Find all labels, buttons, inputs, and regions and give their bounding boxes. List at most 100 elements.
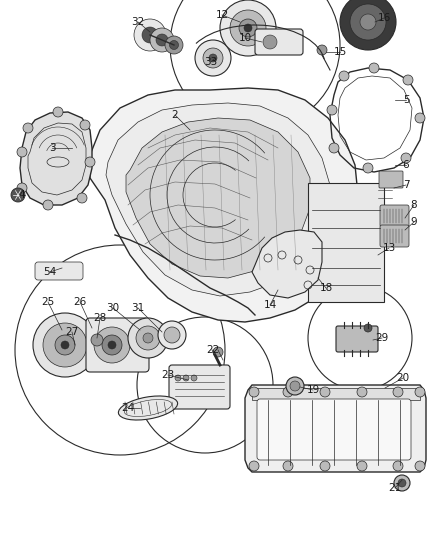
FancyBboxPatch shape <box>35 262 83 280</box>
Circle shape <box>209 54 217 62</box>
Circle shape <box>249 387 259 397</box>
Circle shape <box>108 341 116 349</box>
Text: 20: 20 <box>396 373 410 383</box>
Text: 16: 16 <box>378 13 391 23</box>
Circle shape <box>53 107 63 117</box>
Circle shape <box>239 19 257 37</box>
Text: 18: 18 <box>319 283 332 293</box>
Circle shape <box>158 321 186 349</box>
Text: 13: 13 <box>382 243 396 253</box>
Circle shape <box>55 335 75 355</box>
Circle shape <box>43 323 87 367</box>
Circle shape <box>220 0 276 56</box>
Circle shape <box>320 387 330 397</box>
Circle shape <box>317 45 327 55</box>
Circle shape <box>61 341 69 349</box>
Circle shape <box>393 461 403 471</box>
Circle shape <box>244 24 252 32</box>
Circle shape <box>401 153 411 163</box>
Text: 6: 6 <box>403 160 410 170</box>
FancyBboxPatch shape <box>380 205 409 227</box>
Text: 8: 8 <box>411 200 417 210</box>
FancyBboxPatch shape <box>257 399 411 460</box>
FancyBboxPatch shape <box>169 365 230 409</box>
Circle shape <box>283 461 293 471</box>
Polygon shape <box>20 112 92 205</box>
Circle shape <box>195 40 231 76</box>
Text: 10: 10 <box>238 33 251 43</box>
Circle shape <box>357 461 367 471</box>
Circle shape <box>164 327 180 343</box>
Text: 15: 15 <box>333 47 346 57</box>
Text: 4: 4 <box>19 190 25 200</box>
Circle shape <box>17 183 27 193</box>
Text: 30: 30 <box>106 303 120 313</box>
Text: 9: 9 <box>411 217 417 227</box>
Circle shape <box>128 318 168 358</box>
Ellipse shape <box>118 396 177 420</box>
Text: 19: 19 <box>306 385 320 395</box>
Text: 24: 24 <box>121 403 134 413</box>
Circle shape <box>156 34 168 46</box>
Circle shape <box>134 19 166 51</box>
Circle shape <box>364 324 372 332</box>
Circle shape <box>142 27 158 43</box>
Circle shape <box>170 41 179 50</box>
Circle shape <box>320 461 330 471</box>
FancyBboxPatch shape <box>255 29 303 55</box>
Text: 7: 7 <box>403 180 410 190</box>
Circle shape <box>143 333 153 343</box>
FancyBboxPatch shape <box>86 318 149 372</box>
Text: 26: 26 <box>74 297 87 307</box>
Text: 31: 31 <box>131 303 145 313</box>
Circle shape <box>85 157 95 167</box>
Circle shape <box>80 120 90 130</box>
Text: 54: 54 <box>43 267 57 277</box>
Text: 22: 22 <box>206 345 219 355</box>
Circle shape <box>23 123 33 133</box>
Polygon shape <box>126 118 310 278</box>
Circle shape <box>360 14 376 30</box>
Circle shape <box>393 387 403 397</box>
FancyBboxPatch shape <box>379 171 403 188</box>
Circle shape <box>327 105 337 115</box>
Text: 12: 12 <box>215 10 229 20</box>
Circle shape <box>340 0 396 50</box>
Circle shape <box>363 163 373 173</box>
Text: 29: 29 <box>375 333 389 343</box>
Text: 3: 3 <box>49 143 55 153</box>
Circle shape <box>357 387 367 397</box>
Text: 28: 28 <box>93 313 106 323</box>
Circle shape <box>369 63 379 73</box>
Circle shape <box>249 461 259 471</box>
FancyBboxPatch shape <box>380 225 409 247</box>
Circle shape <box>191 375 197 381</box>
Circle shape <box>283 387 293 397</box>
FancyBboxPatch shape <box>336 326 378 352</box>
Text: 25: 25 <box>41 297 55 307</box>
Circle shape <box>183 375 189 381</box>
Text: 14: 14 <box>263 300 277 310</box>
Circle shape <box>102 335 122 355</box>
Circle shape <box>11 188 25 202</box>
Circle shape <box>263 35 277 49</box>
Circle shape <box>286 377 304 395</box>
Text: 21: 21 <box>389 483 402 493</box>
Circle shape <box>230 10 266 46</box>
Circle shape <box>339 71 349 81</box>
Text: 2: 2 <box>172 110 178 120</box>
Circle shape <box>91 334 103 346</box>
Circle shape <box>165 36 183 54</box>
Circle shape <box>150 28 174 52</box>
Polygon shape <box>245 385 426 472</box>
Circle shape <box>43 200 53 210</box>
Text: 33: 33 <box>205 57 218 67</box>
Circle shape <box>213 347 223 357</box>
Circle shape <box>203 48 223 68</box>
Circle shape <box>415 387 425 397</box>
Circle shape <box>350 4 386 40</box>
Circle shape <box>136 326 160 350</box>
Circle shape <box>403 75 413 85</box>
Circle shape <box>17 147 27 157</box>
Polygon shape <box>106 103 330 296</box>
